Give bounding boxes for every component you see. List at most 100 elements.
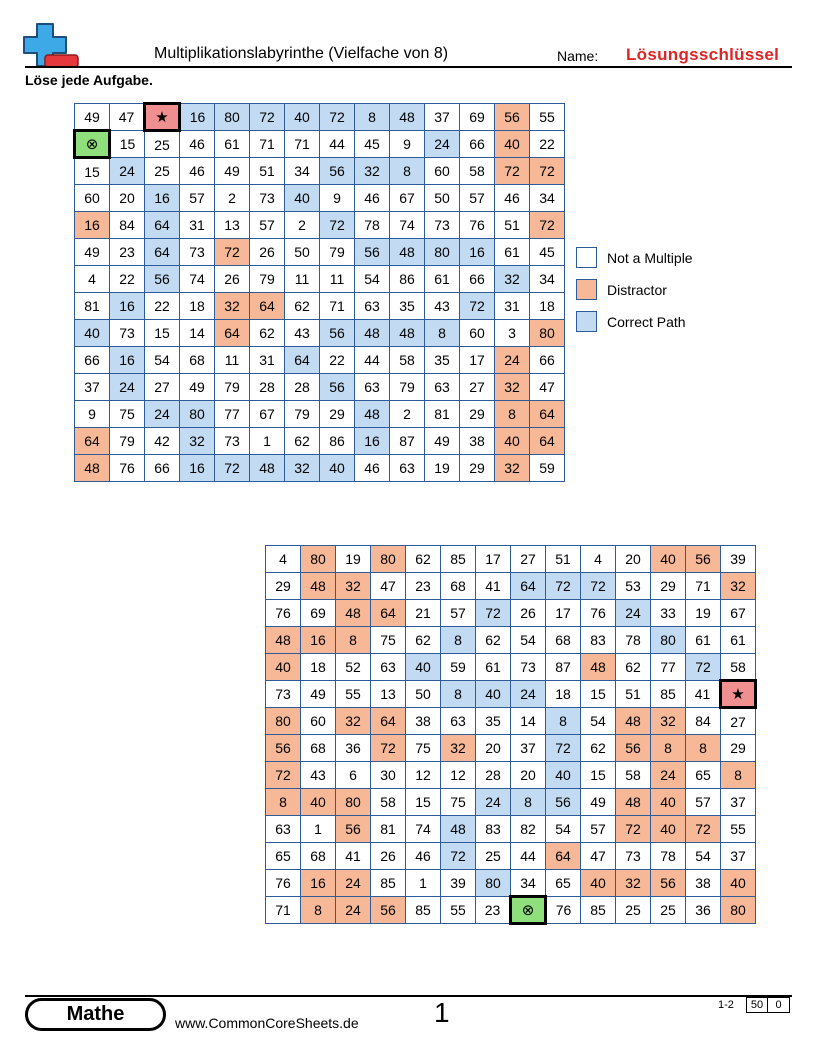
maze-path-cell: 72 <box>249 103 285 131</box>
maze-row: 4 80 19 80 62 85 17 27 51 4 20 40 56 39 <box>265 545 756 573</box>
maze-path-cell: 48 <box>354 319 390 347</box>
maze-distractor-cell: 40 <box>265 653 301 681</box>
maze-cell: 74 <box>389 211 425 239</box>
maze-cell: 2 <box>284 211 320 239</box>
maze-cell: 2 <box>214 184 250 212</box>
maze-cell: 57 <box>685 788 721 816</box>
maze-cell: 61 <box>475 653 511 681</box>
maze-cell: 29 <box>319 400 355 428</box>
maze-row: 73 49 55 13 50 8 40 24 18 15 51 85 41 ★ <box>265 679 757 709</box>
maze-cell: 4 <box>74 265 110 293</box>
score-boxes: 50 0 <box>746 997 790 1013</box>
maze-cell: 61 <box>214 130 250 158</box>
maze-path-cell: 72 <box>319 103 355 131</box>
legend-label: Correct Path <box>607 313 686 330</box>
maze-cell: 69 <box>300 599 336 627</box>
maze-cell: 29 <box>265 572 301 600</box>
maze-cell: 41 <box>335 842 371 870</box>
maze-cell: 63 <box>354 292 390 320</box>
maze-cell: 35 <box>424 346 460 374</box>
maze-cell: 81 <box>370 815 406 843</box>
maze-path-cell: 80 <box>179 400 215 428</box>
maze-row: 80 60 32 64 38 63 35 14 8 54 48 32 84 27 <box>265 707 756 735</box>
maze-cell: 11 <box>214 346 250 374</box>
maze-row: 48 76 66 16 72 48 32 40 46 63 19 29 32 59 <box>74 454 565 482</box>
maze-distractor-cell: 48 <box>615 788 651 816</box>
maze-distractor-cell: 80 <box>265 707 301 735</box>
maze-path-cell: 80 <box>650 626 686 654</box>
maze-path-cell: 64 <box>144 211 180 239</box>
maze-distractor-cell: 8 <box>265 788 301 816</box>
maze-path-cell: 48 <box>389 103 425 131</box>
name-label: Name: <box>557 48 599 64</box>
maze-path-cell: 16 <box>179 454 215 482</box>
maze-distractor-cell: 56 <box>685 545 721 573</box>
maze-distractor-cell: 32 <box>494 373 530 401</box>
maze-distractor-cell: 56 <box>335 815 371 843</box>
maze-distractor-cell: 8 <box>494 400 530 428</box>
logo <box>22 22 80 70</box>
maze-cell: 25 <box>650 896 686 924</box>
maze-path-cell: 80 <box>424 238 460 266</box>
maze-distractor-cell: 72 <box>529 211 565 239</box>
maze-cell: 22 <box>319 346 355 374</box>
maze-distractor-cell: 40 <box>300 788 336 816</box>
maze-path-cell: 72 <box>319 211 355 239</box>
footer-divider <box>25 995 792 997</box>
maze-cell: 75 <box>370 626 406 654</box>
maze-path-cell: 56 <box>144 265 180 293</box>
maze-path-cell: 8 <box>510 788 546 816</box>
maze-cell: 44 <box>319 130 355 158</box>
maze-cell: 54 <box>354 265 390 293</box>
maze-distractor-cell: 56 <box>494 103 530 131</box>
maze-cell: 45 <box>529 238 565 266</box>
maze-cell: 78 <box>354 211 390 239</box>
maze-row: 16 84 64 31 13 57 2 72 78 74 73 76 51 72 <box>74 211 565 239</box>
maze-cell: 74 <box>405 815 441 843</box>
maze-path-cell: 56 <box>319 373 355 401</box>
maze-path-cell: 40 <box>405 653 441 681</box>
maze-cell: 60 <box>74 184 110 212</box>
maze-cell: 76 <box>265 599 301 627</box>
maze-cell: 71 <box>319 292 355 320</box>
maze-distractor-cell: 40 <box>580 869 616 897</box>
maze-cell: 54 <box>545 815 581 843</box>
maze-cell: 26 <box>510 599 546 627</box>
maze-grid-1: 49 47 ★ 16 80 72 40 72 8 48 37 69 56 55 ⊗ 15 25 46 61 71 71 4… <box>73 102 565 482</box>
maze-cell: 76 <box>545 896 581 924</box>
maze-cell: 63 <box>440 707 476 735</box>
maze-cell: 63 <box>424 373 460 401</box>
maze-cell: 68 <box>545 626 581 654</box>
maze-cell: 67 <box>249 400 285 428</box>
maze-distractor-cell: 16 <box>300 869 336 897</box>
maze-cell: 51 <box>545 545 581 573</box>
maze-cell: 51 <box>615 680 651 708</box>
maze-path-cell: 72 <box>440 842 476 870</box>
maze-cell: 63 <box>265 815 301 843</box>
maze-cell: 67 <box>720 599 756 627</box>
maze-cell: 68 <box>179 346 215 374</box>
maze-cell: 46 <box>494 184 530 212</box>
maze-cell: 77 <box>650 653 686 681</box>
maze-cell: 17 <box>459 346 495 374</box>
maze-cell: 45 <box>354 130 390 158</box>
maze-cell: 58 <box>389 346 425 374</box>
maze-path-cell: 80 <box>214 103 250 131</box>
maze-cell: 61 <box>494 238 530 266</box>
maze-row: 29 48 32 47 23 68 41 64 72 72 53 29 71 32 <box>265 572 756 600</box>
maze-cell: 87 <box>545 653 581 681</box>
maze-cell: 22 <box>529 130 565 158</box>
legend-swatch-blue <box>576 311 597 332</box>
maze-cell: 14 <box>179 319 215 347</box>
maze-cell: 86 <box>319 427 355 455</box>
maze-cell: 85 <box>370 869 406 897</box>
maze-distractor-cell: 24 <box>494 346 530 374</box>
maze-distractor-cell: 64 <box>529 427 565 455</box>
maze-cell: 20 <box>615 545 651 573</box>
maze-cell: 65 <box>545 869 581 897</box>
maze-cell: 76 <box>109 454 145 482</box>
score-box: 50 <box>746 997 768 1013</box>
maze-path-cell: 24 <box>109 157 145 185</box>
maze-cell: 58 <box>459 157 495 185</box>
maze-cell: 79 <box>389 373 425 401</box>
